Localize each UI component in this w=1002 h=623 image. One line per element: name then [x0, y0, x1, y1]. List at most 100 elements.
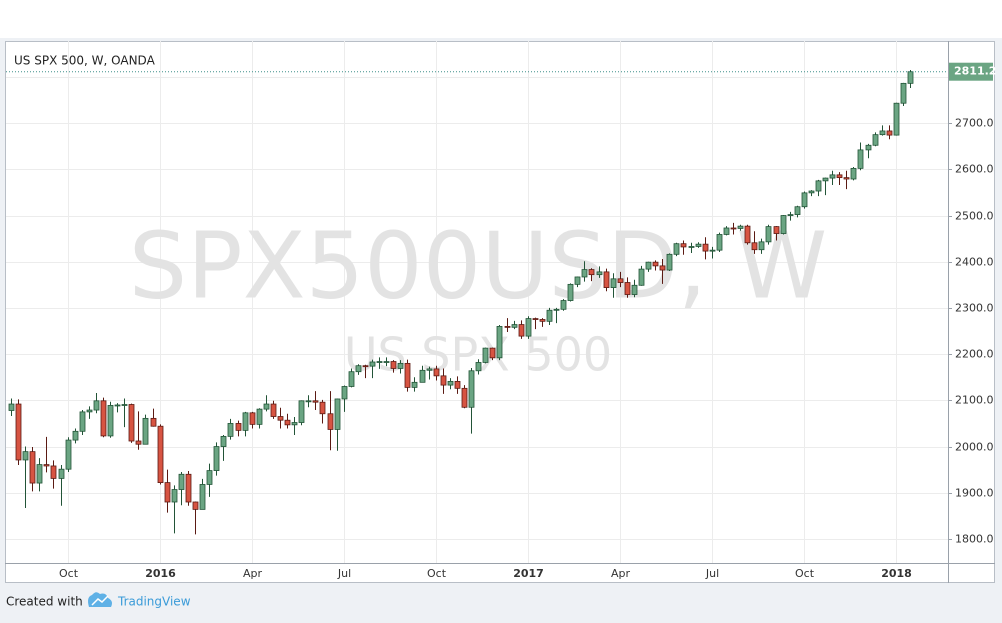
candle-body — [100, 400, 107, 437]
candle-body — [383, 361, 390, 363]
candle-body — [376, 361, 383, 363]
candle-body — [560, 300, 567, 310]
candle-body — [249, 412, 256, 425]
brand-icon-line[interactable] — [91, 595, 109, 606]
candle-body — [461, 387, 468, 408]
brand-link[interactable]: TradingView — [117, 595, 191, 609]
chart-title: US SPX 500, W, OANDA — [14, 54, 156, 68]
candle-body — [199, 484, 206, 510]
candle-body — [411, 381, 418, 388]
candle-body — [688, 246, 695, 248]
candle-body — [397, 362, 404, 369]
y-tick-label: 2600.0 — [955, 163, 994, 176]
candle-body — [192, 501, 199, 510]
candle-body — [546, 309, 553, 322]
x-tick-label: 2016 — [145, 567, 176, 580]
candle-body — [355, 365, 362, 373]
candle-body — [242, 412, 249, 431]
candle-body — [773, 226, 780, 234]
y-tick-label: 2500.0 — [955, 210, 994, 223]
footer-text: Created with — [6, 595, 83, 609]
candle-body — [277, 416, 284, 421]
candle-body — [652, 261, 659, 267]
candle-body — [695, 243, 702, 247]
candle-body — [334, 398, 341, 430]
candle-body — [171, 489, 178, 503]
candle-body — [468, 370, 475, 408]
candle-body — [15, 403, 22, 461]
candle-body — [185, 473, 192, 503]
candle-body — [178, 473, 185, 490]
candle-body — [440, 375, 447, 386]
candle-body — [150, 417, 157, 427]
candle-body — [114, 404, 121, 407]
candle-body — [659, 265, 666, 271]
candle-body — [504, 326, 511, 328]
candle-body — [780, 215, 787, 234]
x-tick-label: Oct — [795, 567, 815, 580]
y-tick-label: 2300.0 — [955, 302, 994, 315]
candle-body — [702, 243, 709, 252]
candle-body — [43, 464, 50, 467]
candle-body — [525, 318, 532, 337]
candle-body — [574, 276, 581, 285]
candle-body — [22, 451, 29, 461]
candle-body — [815, 180, 822, 192]
candle-body — [843, 177, 850, 180]
candle-body — [447, 380, 454, 386]
y-tick-label: 2400.0 — [955, 256, 994, 269]
candle-body — [744, 225, 751, 244]
candle-body — [93, 400, 100, 411]
candle-body — [419, 369, 426, 383]
candle-body — [496, 326, 503, 359]
y-tick-label: 2100.0 — [955, 394, 994, 407]
candle-body — [79, 411, 86, 432]
candle-body — [58, 468, 65, 479]
candle-body — [213, 446, 220, 471]
y-tick-label: 1900.0 — [955, 487, 994, 500]
x-tick-label: Jul — [705, 567, 719, 580]
candle-body — [121, 404, 128, 406]
candle-body — [72, 430, 79, 441]
candle-body — [475, 362, 482, 372]
candle-body — [709, 249, 716, 252]
candle-body — [142, 417, 149, 445]
candle-body — [433, 368, 440, 377]
candle-body — [787, 214, 794, 216]
candle-body — [850, 167, 857, 180]
candle-body — [680, 243, 687, 248]
axes: 1800.0 1900.0 2000.0 2100.0 2200.0 2300.0 2400… — [59, 62, 996, 580]
candle-body — [836, 174, 843, 179]
candle-body — [879, 130, 886, 136]
y-tick-label: 2700.0 — [955, 117, 994, 130]
candle-body — [390, 361, 397, 369]
candle-body — [638, 268, 645, 286]
candle-body — [539, 319, 546, 322]
candle-body — [581, 269, 588, 278]
x-tick-label: Oct — [59, 567, 79, 580]
candle-body — [291, 422, 298, 426]
candle-body — [666, 253, 673, 271]
candle-body — [206, 470, 213, 485]
candle-body — [553, 308, 560, 311]
candle-body — [86, 409, 93, 413]
candle-body — [765, 226, 772, 243]
candle-body — [900, 82, 907, 104]
candle-body — [822, 177, 829, 182]
candle-body — [794, 206, 801, 215]
candle-body — [220, 435, 227, 447]
candle-body — [404, 362, 411, 388]
candle-body — [65, 439, 72, 470]
candle-body — [751, 242, 758, 251]
top-strip — [0, 0, 1002, 38]
candle-body — [312, 400, 319, 403]
candle-body — [737, 225, 744, 229]
candle-body — [596, 271, 603, 276]
candle-body — [645, 261, 652, 270]
candle-body — [348, 371, 355, 387]
candle-body — [808, 190, 815, 194]
candle-body — [857, 149, 864, 169]
candle-body — [227, 423, 234, 437]
candle-body — [518, 324, 525, 337]
